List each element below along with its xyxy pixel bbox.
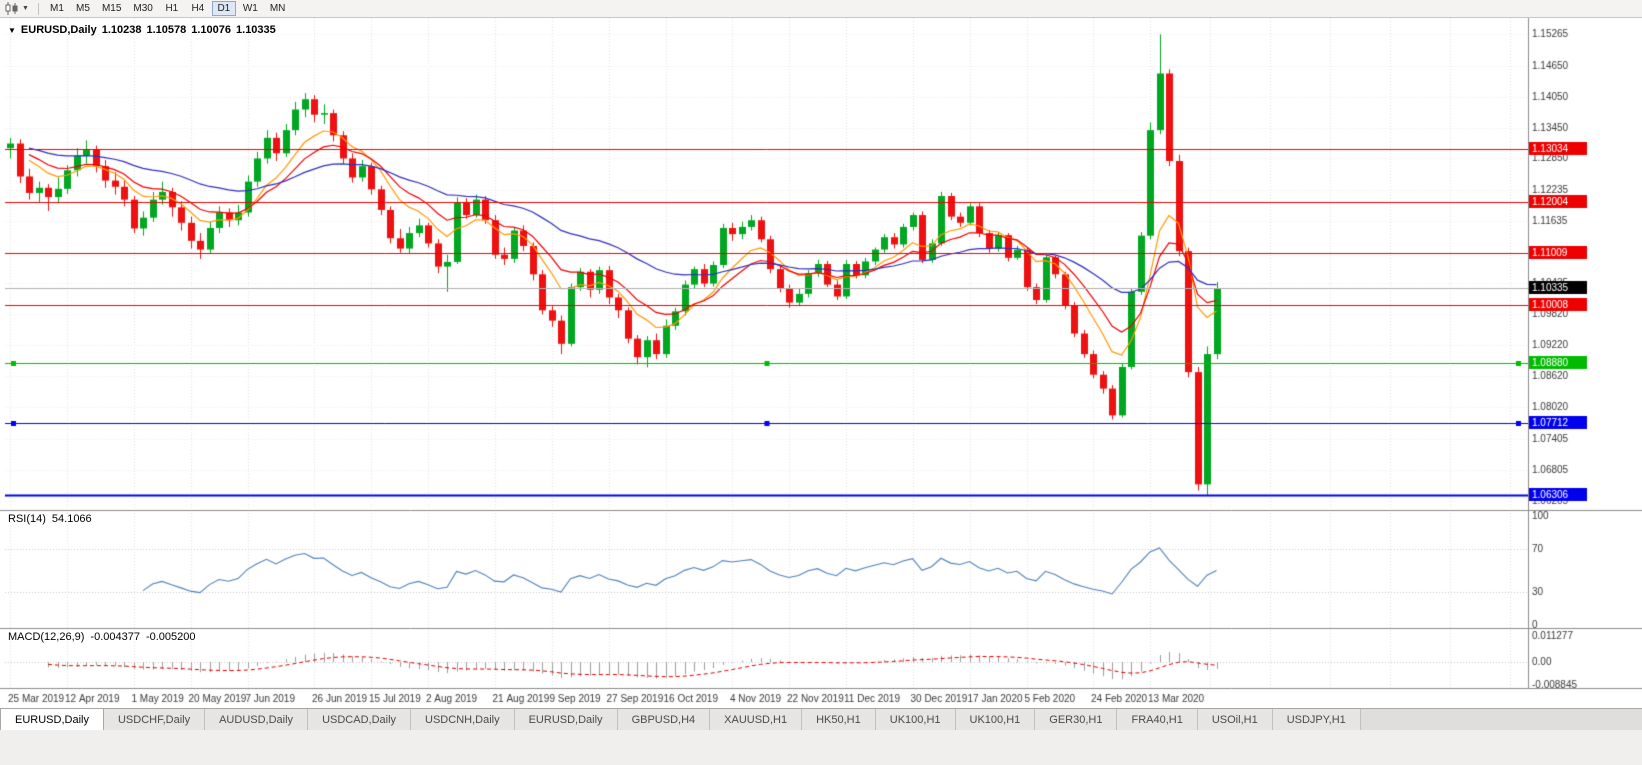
chart-tab-label: GBPUSD,H4 [631, 713, 696, 726]
chart-tab-label: USDJPY,H1 [1286, 713, 1346, 726]
chart-tab-7[interactable]: XAUUSD,H1 [710, 709, 803, 730]
rsi-label: RSI(14) [8, 513, 46, 525]
chart-tab-label: UK100,H1 [889, 713, 941, 726]
chart-tab-12[interactable]: FRA40,H1 [1117, 709, 1198, 730]
toolbar: ▼ M1 M5 M15 M30 H1 H4 D1 W1 MN [0, 0, 1642, 18]
chart-tab-8[interactable]: HK50,H1 [802, 709, 876, 730]
chart-tab-9[interactable]: UK100,H1 [875, 709, 956, 730]
chart-type-group[interactable]: ▼ [0, 0, 33, 17]
timeframe-button-h4[interactable]: H4 [186, 1, 210, 16]
ohlc-low: 1.10076 [191, 24, 232, 36]
chart-tab-label: USDCHF,Daily [117, 713, 191, 726]
chart-tab-14[interactable]: USDJPY,H1 [1272, 709, 1361, 730]
macd-signal-value: -0.005200 [145, 631, 196, 643]
chart-tab-label: USDCNH,Daily [425, 713, 500, 726]
price-chart-canvas[interactable] [0, 18, 1642, 708]
macd-value: -0.004377 [90, 631, 140, 643]
candlestick-chart-icon[interactable] [4, 2, 20, 15]
chevron-down-icon[interactable]: ▼ [22, 5, 29, 12]
chart-tab-4[interactable]: USDCNH,Daily [411, 709, 515, 730]
chart-tab-2[interactable]: AUDUSD,Daily [205, 709, 309, 730]
timeframe-button-m15[interactable]: M15 [97, 1, 126, 16]
timeframe-button-d1[interactable]: D1 [211, 1, 236, 16]
chart-tab-13[interactable]: USOil,H1 [1197, 709, 1273, 730]
timeframe-button-mn[interactable]: MN [265, 1, 291, 16]
chart-header: ▼ EURUSD,Daily 1.10238 1.10578 1.10076 1.1033… [8, 24, 281, 36]
chart-tab-label: XAUUSD,H1 [724, 713, 788, 726]
chart-tab-6[interactable]: GBPUSD,H4 [617, 709, 711, 730]
chart-tab-1[interactable]: USDCHF,Daily [103, 709, 206, 730]
chart-symbol-label: EURUSD,Daily [20, 24, 97, 36]
chart-tab-label: USDCAD,Daily [322, 713, 397, 726]
chart-tab-10[interactable]: UK100,H1 [955, 709, 1036, 730]
chart-tabs: EURUSD,Daily USDCHF,Daily AUDUSD,Daily USDC… [0, 708, 1642, 730]
ohlc-close: 1.10335 [236, 24, 276, 36]
status-area [0, 730, 1642, 765]
ohlc-open: 1.10238 [101, 24, 142, 36]
chart-tab-label: AUDUSD,Daily [219, 713, 294, 726]
timeframe-button-h1[interactable]: H1 [160, 1, 184, 16]
macd-header: MACD(12,26,9) -0.004377 -0.005200 [8, 631, 202, 643]
rsi-value: 54.1066 [51, 513, 92, 525]
chart-tab-label: USOil,H1 [1211, 713, 1258, 726]
timeframe-button-m1[interactable]: M1 [45, 1, 69, 16]
symbol-dropdown-icon[interactable]: ▼ [8, 26, 16, 35]
chart-tab-0[interactable]: EURUSD,Daily [0, 709, 104, 730]
chart-tab-label: FRA40,H1 [1131, 713, 1183, 726]
toolbar-separator [37, 2, 39, 15]
macd-label: MACD(12,26,9) [8, 631, 85, 643]
chart-tab-3[interactable]: USDCAD,Daily [308, 709, 412, 730]
timeframe-button-m5[interactable]: M5 [71, 1, 95, 16]
chart-tab-label: GER30,H1 [1049, 713, 1103, 726]
chart-tab-11[interactable]: GER30,H1 [1035, 709, 1118, 730]
chart-tab-label: HK50,H1 [816, 713, 861, 726]
ohlc-high: 1.10578 [146, 24, 187, 36]
chart-tab-label: EURUSD,Daily [528, 713, 603, 726]
chart-tab-label: UK100,H1 [969, 713, 1021, 726]
timeframe-button-w1[interactable]: W1 [238, 1, 263, 16]
chart-tab-label: EURUSD,Daily [15, 713, 89, 726]
timeframe-buttons: M1 M5 M15 M30 H1 H4 D1 W1 MN [44, 1, 291, 16]
rsi-header: RSI(14) 54.1066 [8, 513, 98, 525]
chart-tab-5[interactable]: EURUSD,Daily [514, 709, 618, 730]
timeframe-button-m30[interactable]: M30 [128, 1, 157, 16]
